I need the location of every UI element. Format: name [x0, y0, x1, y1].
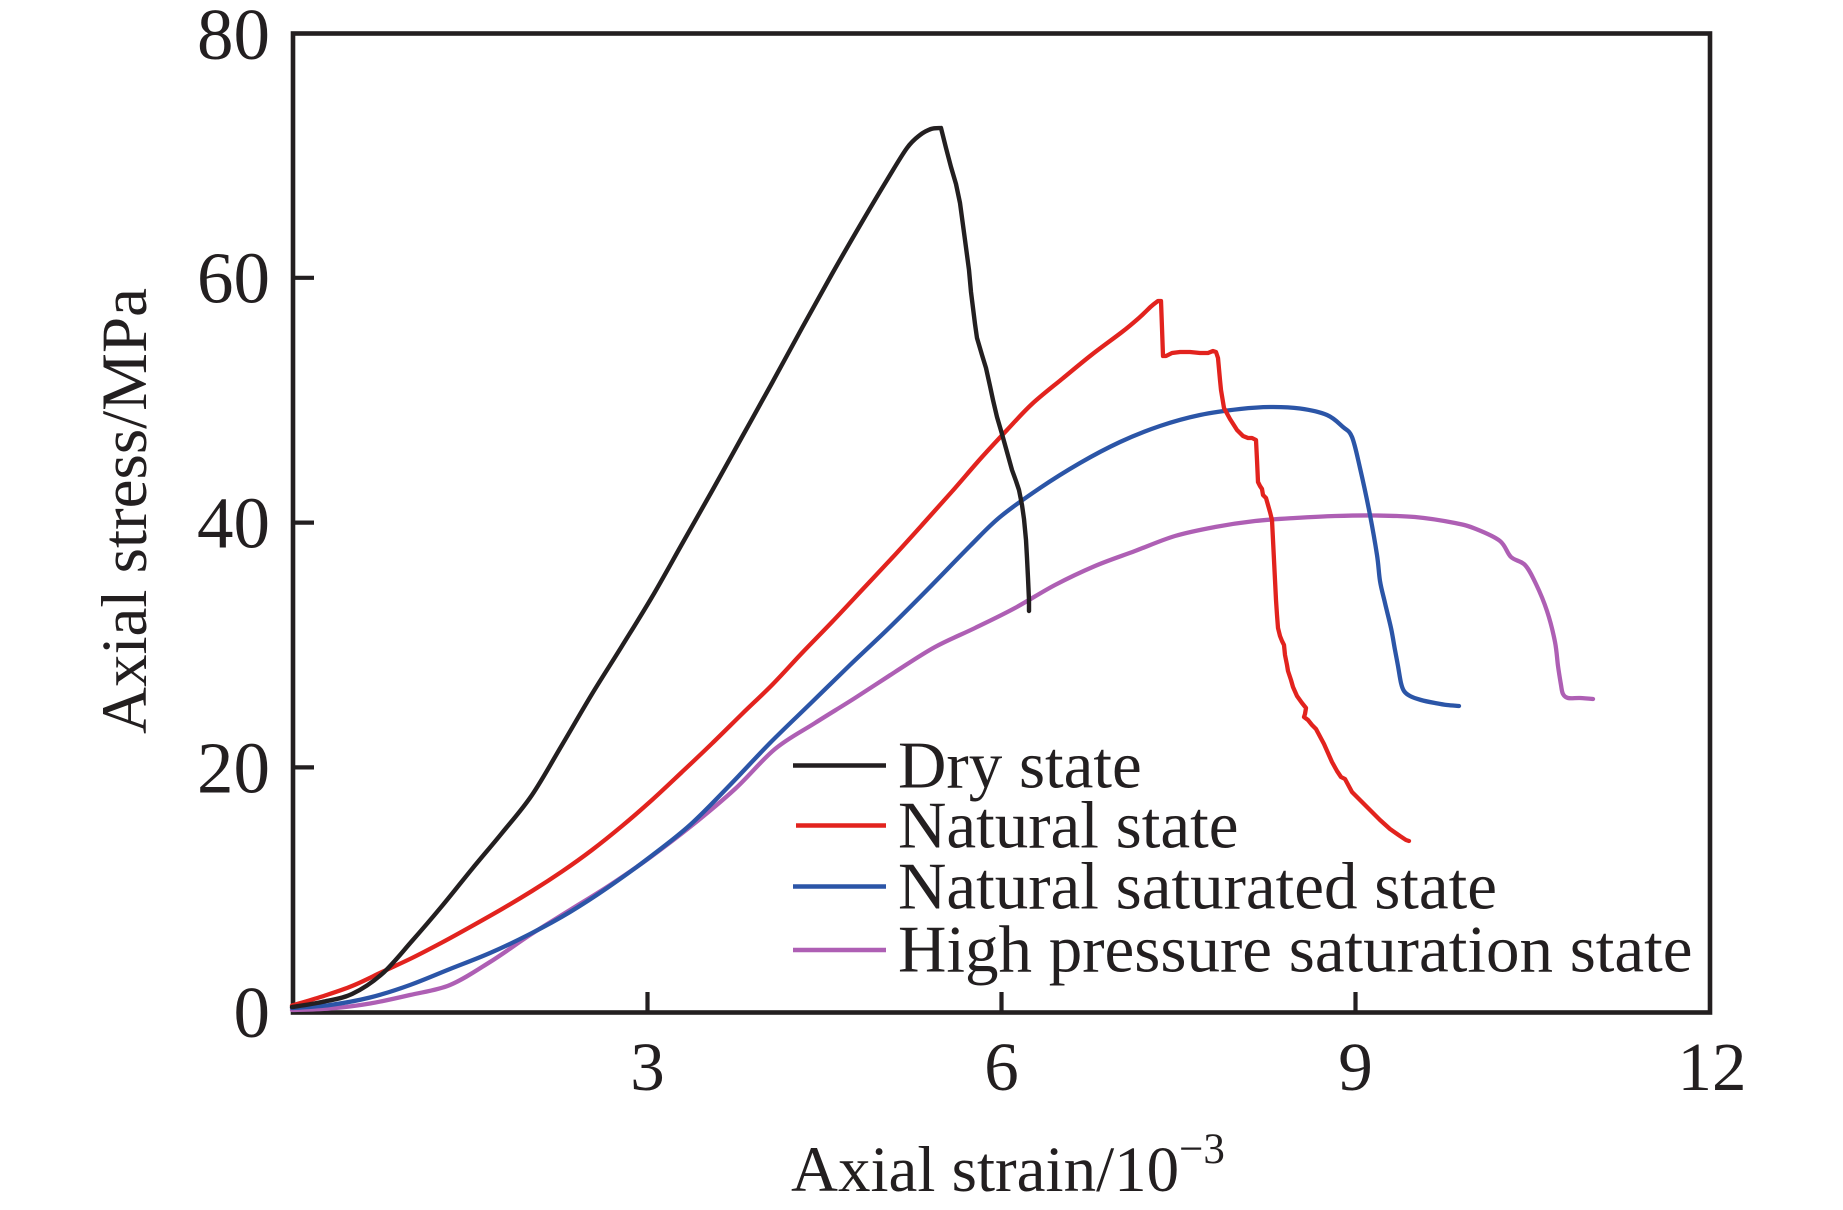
svg-text:Axial strain/10−3: Axial strain/10−3 — [791, 1126, 1225, 1205]
svg-text:Natural saturated state: Natural saturated state — [898, 850, 1497, 924]
svg-text:6: 6 — [984, 1029, 1019, 1105]
svg-text:12: 12 — [1678, 1029, 1747, 1105]
svg-text:20: 20 — [197, 728, 270, 809]
svg-text:Dry state: Dry state — [898, 729, 1142, 803]
svg-text:Axial stress/MPa: Axial stress/MPa — [89, 288, 161, 734]
svg-text:40: 40 — [197, 483, 270, 564]
svg-text:High pressure saturation state: High pressure saturation state — [898, 913, 1692, 987]
svg-text:60: 60 — [197, 238, 270, 319]
svg-text:0: 0 — [234, 972, 271, 1053]
svg-text:9: 9 — [1338, 1029, 1373, 1105]
svg-text:80: 80 — [197, 0, 270, 75]
svg-text:3: 3 — [630, 1029, 665, 1105]
svg-text:Natural state: Natural state — [898, 789, 1238, 863]
